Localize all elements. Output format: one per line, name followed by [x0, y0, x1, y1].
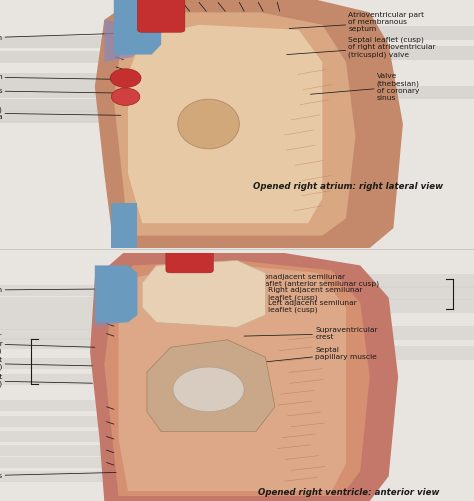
FancyBboxPatch shape — [0, 457, 107, 468]
FancyBboxPatch shape — [0, 329, 107, 340]
FancyBboxPatch shape — [0, 431, 107, 442]
FancyBboxPatch shape — [251, 287, 474, 300]
FancyBboxPatch shape — [0, 400, 107, 411]
Text: Apical trabeculations: Apical trabeculations — [0, 472, 116, 479]
Text: Nonadjacent semilunar
leaflet (anterior semilunar cusp): Nonadjacent semilunar leaflet (anterior … — [216, 274, 380, 287]
FancyBboxPatch shape — [0, 338, 107, 349]
Ellipse shape — [111, 88, 140, 105]
Ellipse shape — [178, 99, 239, 149]
FancyBboxPatch shape — [327, 86, 474, 99]
Text: Anterosuperior
leaflet (anterior
cusp): Anterosuperior leaflet (anterior cusp) — [0, 333, 95, 354]
Text: Left adjacent semilunar
leaflet (cusp): Left adjacent semilunar leaflet (cusp) — [211, 300, 356, 313]
FancyBboxPatch shape — [251, 346, 474, 360]
Text: Interatrial septum: Interatrial septum — [0, 74, 121, 80]
FancyBboxPatch shape — [0, 416, 107, 427]
FancyBboxPatch shape — [0, 374, 107, 385]
FancyBboxPatch shape — [0, 86, 114, 98]
Polygon shape — [114, 0, 161, 55]
FancyBboxPatch shape — [0, 110, 114, 123]
FancyBboxPatch shape — [0, 285, 107, 296]
FancyBboxPatch shape — [251, 299, 474, 313]
Text: Valve
(thebesian)
of coronary
sinus: Valve (thebesian) of coronary sinus — [310, 73, 420, 101]
Polygon shape — [118, 263, 346, 491]
FancyBboxPatch shape — [327, 46, 474, 60]
FancyBboxPatch shape — [0, 297, 107, 308]
Text: Pericardial reflection: Pericardial reflection — [0, 287, 107, 293]
Text: Right adjacent semilunar
leaflet (cusp): Right adjacent semilunar leaflet (cusp) — [216, 287, 362, 301]
Text: Limbus of fossa ovalis: Limbus of fossa ovalis — [0, 88, 116, 94]
Text: Supraventricular
crest: Supraventricular crest — [244, 327, 378, 340]
Polygon shape — [95, 283, 133, 328]
Polygon shape — [128, 25, 322, 223]
Ellipse shape — [110, 69, 141, 87]
FancyBboxPatch shape — [0, 320, 107, 330]
FancyBboxPatch shape — [0, 73, 114, 86]
Text: Septal
papillary muscle: Septal papillary muscle — [251, 347, 377, 363]
Text: Opened right atrium: right lateral view: Opened right atrium: right lateral view — [253, 182, 444, 191]
FancyBboxPatch shape — [0, 471, 107, 481]
Ellipse shape — [173, 367, 244, 412]
Polygon shape — [104, 20, 142, 62]
FancyBboxPatch shape — [0, 36, 114, 49]
Polygon shape — [90, 253, 398, 501]
Text: Inferior leaflet
(posterior cusp): Inferior leaflet (posterior cusp) — [0, 374, 92, 387]
FancyBboxPatch shape — [251, 326, 474, 340]
Polygon shape — [104, 261, 370, 496]
FancyBboxPatch shape — [0, 308, 107, 319]
FancyBboxPatch shape — [0, 99, 114, 112]
Text: Septal leaflet (cusp)
of right atrioventricular
(tricuspid) valve: Septal leaflet (cusp) of right atriovent… — [287, 37, 436, 58]
Text: Valve (eustachian)
of inferior vena cava: Valve (eustachian) of inferior vena cava — [0, 106, 121, 120]
Polygon shape — [147, 340, 275, 431]
FancyBboxPatch shape — [0, 445, 107, 455]
FancyBboxPatch shape — [111, 203, 137, 248]
Polygon shape — [95, 0, 403, 248]
FancyBboxPatch shape — [327, 26, 474, 40]
FancyBboxPatch shape — [0, 358, 107, 369]
FancyBboxPatch shape — [137, 0, 185, 32]
FancyBboxPatch shape — [0, 51, 114, 63]
Text: Opened right ventricle: anterior view: Opened right ventricle: anterior view — [258, 487, 439, 496]
Polygon shape — [95, 266, 137, 323]
Text: Pericardial reflection: Pericardial reflection — [0, 34, 116, 42]
Text: Atrioventricular part
of membranous
septum: Atrioventricular part of membranous sept… — [289, 13, 424, 33]
Polygon shape — [114, 13, 356, 235]
FancyBboxPatch shape — [251, 274, 474, 288]
FancyBboxPatch shape — [166, 250, 213, 273]
Text: Septal leaflet
(cusp): Septal leaflet (cusp) — [0, 357, 92, 370]
Polygon shape — [142, 261, 265, 328]
